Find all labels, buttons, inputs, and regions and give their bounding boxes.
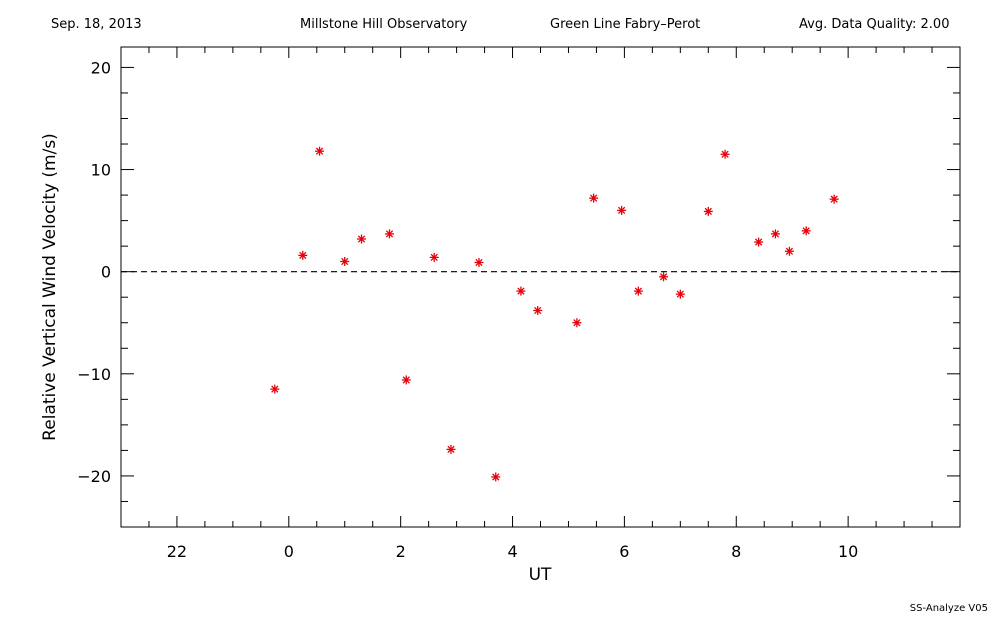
x-tick-label: 2 xyxy=(396,542,406,561)
y-tick-label: 0 xyxy=(101,263,111,282)
y-tick-label: 10 xyxy=(91,161,111,180)
data-point xyxy=(589,193,599,203)
data-point xyxy=(784,246,794,256)
data-point xyxy=(315,146,325,156)
x-axis-label: UT xyxy=(529,565,552,585)
data-point xyxy=(675,289,685,299)
observatory-label: Millstone Hill Observatory xyxy=(300,17,468,32)
y-tick-label: −10 xyxy=(77,365,111,384)
x-tick-label: 0 xyxy=(284,542,294,561)
data-point xyxy=(401,375,411,385)
data-point xyxy=(720,149,730,159)
y-tick-label: −20 xyxy=(77,467,111,486)
plot-frame xyxy=(120,46,961,528)
instrument-label: Green Line Fabry–Perot xyxy=(550,17,701,32)
x-tick-label: 10 xyxy=(838,542,858,561)
data-point xyxy=(340,256,350,266)
data-point xyxy=(429,252,439,262)
x-tick-label: 8 xyxy=(731,542,741,561)
data-point xyxy=(801,226,811,236)
y-axis-label: Relative Vertical Wind Velocity (m/s) xyxy=(40,133,60,441)
data-point xyxy=(474,257,484,267)
data-points xyxy=(270,146,839,482)
x-tick-label: 4 xyxy=(507,542,517,561)
software-version-label: SS-Analyze V05 xyxy=(909,603,988,614)
data-point xyxy=(384,229,394,239)
data-point xyxy=(754,237,764,247)
data-point xyxy=(516,286,526,296)
x-tick-label: 6 xyxy=(619,542,629,561)
y-tick-label: 20 xyxy=(91,58,111,77)
data-point xyxy=(633,286,643,296)
data-point xyxy=(533,305,543,315)
data-point xyxy=(572,318,582,328)
data-point xyxy=(270,384,280,394)
data-point xyxy=(659,272,669,282)
tick-layer xyxy=(121,47,960,527)
x-tick-label: 22 xyxy=(167,542,187,561)
data-point xyxy=(357,234,367,244)
data-point xyxy=(617,205,627,215)
data-point xyxy=(703,206,713,216)
data-quality-label: Avg. Data Quality: 2.00 xyxy=(799,17,950,32)
data-point xyxy=(446,444,456,454)
data-point xyxy=(770,229,780,239)
tick-label-layer: 22 0 2 4 6 8 10 −20 −10 0 10 20 xyxy=(77,58,858,561)
data-point xyxy=(491,472,501,482)
date-label: Sep. 18, 2013 xyxy=(51,17,142,32)
data-point xyxy=(298,250,308,260)
data-point xyxy=(829,194,839,204)
